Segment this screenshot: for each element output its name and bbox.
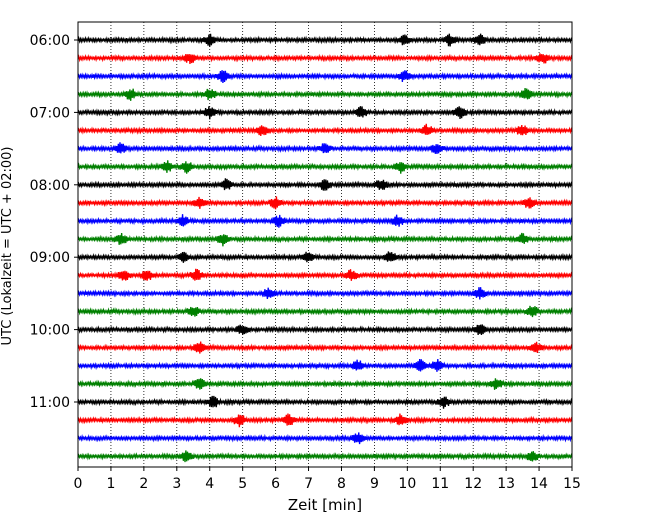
trace-1030 (77, 358, 573, 372)
y-tick-label: 06:00 (30, 33, 70, 49)
x-tick-label: 0 (74, 476, 83, 492)
trace-0630 (77, 70, 573, 84)
trace-0715 (77, 123, 573, 136)
trace-0930 (77, 287, 573, 300)
trace-0830 (77, 214, 573, 228)
trace-0745 (77, 160, 573, 174)
trace-0600 (77, 33, 573, 47)
trace-1045 (77, 378, 573, 390)
trace-1115 (77, 413, 573, 428)
trace-1015 (77, 341, 573, 354)
x-tick-label: 13 (497, 476, 515, 492)
grid-lines (110, 22, 540, 467)
trace-1000 (77, 324, 573, 336)
y-tick-label: 09:00 (30, 250, 70, 266)
trace-0845 (77, 232, 573, 247)
x-tick-label: 4 (205, 476, 214, 492)
trace-0645 (77, 87, 573, 101)
y-tick-label: 08:00 (30, 178, 70, 194)
y-tick-label: 07:00 (30, 105, 70, 121)
x-tick-label: 9 (370, 476, 379, 492)
x-tick-label: 1 (106, 476, 115, 492)
trace-1145 (77, 450, 573, 463)
y-axis-ticks: 06:00 07:00 08:00 09:00 10:00 11:00 (30, 33, 78, 411)
x-tick-label: 6 (271, 476, 280, 492)
x-tick-label: 5 (238, 476, 247, 492)
x-tick-label: 11 (431, 476, 449, 492)
trace-1130 (77, 432, 573, 445)
x-tick-label: 8 (337, 476, 346, 492)
x-tick-label: 10 (398, 476, 416, 492)
traces (77, 33, 573, 463)
plot-frame (77, 21, 573, 468)
trace-0800 (77, 178, 573, 191)
x-tick-label: 7 (304, 476, 313, 492)
trace-0915 (77, 268, 573, 281)
x-tick-label: 2 (139, 476, 148, 492)
x-tick-label: 12 (464, 476, 482, 492)
x-axis-label: Zeit [min] (288, 496, 362, 514)
trace-0730 (77, 142, 573, 154)
y-tick-label: 11:00 (30, 395, 70, 411)
x-tick-label: 15 (563, 476, 581, 492)
x-axis-ticks: 0 1 2 3 4 5 6 7 8 9 10 11 12 13 14 15 (74, 467, 581, 492)
trace-0945 (77, 305, 573, 318)
x-tick-label: 14 (530, 476, 548, 492)
trace-0700 (77, 106, 573, 120)
trace-0615 (77, 53, 573, 65)
x-tick-label: 3 (172, 476, 181, 492)
trace-1100 (77, 395, 573, 409)
trace-0900 (77, 251, 573, 263)
y-tick-label: 10:00 (30, 323, 70, 339)
trace-0815 (77, 196, 573, 210)
y-axis-label: UTC (Lokalzeit = UTC + 02:00) (0, 147, 15, 346)
